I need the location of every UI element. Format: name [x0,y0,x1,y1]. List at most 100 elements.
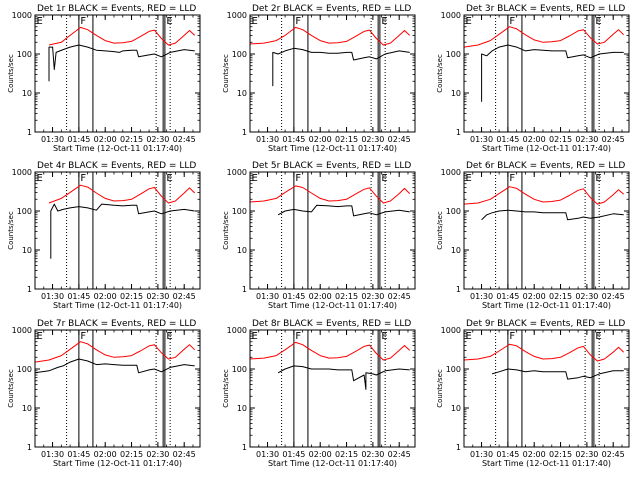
x-tick-label: 02:15 [120,135,143,144]
x-axis-label: Start Time (12-Oct-11 01:17:40) [268,459,397,468]
events-series-line [34,358,195,374]
x-tick-label: 01:45 [67,450,90,459]
event-marker-label: E [466,173,472,184]
x-tick-label: 02:00 [94,292,117,301]
panel-title: Det 9r BLACK = Events, RED = LLD [466,319,625,329]
y-tick-label: 1000 [441,11,461,20]
x-axis-label: Start Time (12-Oct-11 01:17:40) [53,144,182,153]
event-marker-label: E [381,331,387,342]
x-tick-label: 02:45 [602,135,625,144]
events-series-line [481,209,624,221]
x-tick-label: 01:30 [470,292,493,301]
y-axis-label: Counts/sec [436,54,444,93]
x-tick-label: 02:00 [523,450,546,459]
plot-frame [34,14,201,133]
event-marker-label: E [595,331,601,342]
event-marker-label: E [166,331,172,342]
y-tick-label: 1 [242,128,247,137]
y-tick-label: 1 [27,128,32,137]
event-marker-label: E [37,16,43,27]
y-tick-label: 1000 [227,326,247,335]
x-tick-label: 02:15 [120,450,143,459]
x-tick-label: 02:45 [388,135,411,144]
x-tick-label: 02:45 [173,450,196,459]
x-tick-label: 02:00 [523,292,546,301]
x-tick-label: 02:30 [575,292,598,301]
x-tick-label: 02:15 [549,135,572,144]
y-tick-label: 1 [242,443,247,452]
panel-title: Det 3r BLACK = Events, RED = LLD [466,4,625,14]
y-tick-label: 10 [237,246,247,255]
y-tick-label: 1000 [441,326,461,335]
x-tick-label: 01:30 [256,135,279,144]
plot-frame [463,14,630,133]
y-tick-label: 1 [242,285,247,294]
detector-panel: Det 8r BLACK = Events, RED = LLD Counts/s… [222,319,416,468]
panel-title: Det 6r BLACK = Events, RED = LLD [466,161,625,171]
x-axis-label: Start Time (12-Oct-11 01:17:40) [53,459,182,468]
detector-panel: Det 2r BLACK = Events, RED = LLD Counts/s… [222,4,416,153]
y-tick-label: 1000 [12,168,32,177]
detector-panel: Det 5r BLACK = Events, RED = LLD Counts/s… [222,161,416,310]
y-tick-label: 100 [232,207,247,216]
y-tick-label: 10 [451,404,461,413]
lld-series-line [249,26,411,46]
events-series-line [48,44,195,82]
x-tick-label: 01:45 [67,292,90,301]
x-tick-label: 01:45 [496,135,519,144]
y-tick-label: 10 [237,89,247,98]
x-tick-label: 01:45 [282,135,305,144]
y-tick-label: 1 [456,285,461,294]
x-tick-label: 02:30 [575,450,598,459]
panel-title: Det 8r BLACK = Events, RED = LLD [252,319,411,329]
x-tick-label: 02:30 [146,450,169,459]
events-series-line [277,204,410,217]
y-axis-label: Counts/sec [7,211,15,250]
y-axis-label: Counts/sec [222,54,230,93]
x-tick-label: 01:30 [470,450,493,459]
lld-series-line [463,186,625,205]
panel-title: Det 5r BLACK = Events, RED = LLD [252,161,411,171]
y-axis-label: Counts/sec [222,369,230,408]
event-marker-label: E [381,173,387,184]
detector-panel: Det 7r BLACK = Events, RED = LLD Counts/s… [7,319,201,468]
y-tick-label: 1 [27,443,32,452]
x-tick-label: 02:15 [335,450,358,459]
event-marker-label: F [509,16,515,27]
x-tick-label: 02:00 [94,450,117,459]
x-tick-label: 01:45 [67,135,90,144]
event-marker-label: E [252,173,258,184]
lld-series-line [249,341,411,361]
x-tick-label: 02:30 [146,292,169,301]
y-tick-label: 1000 [227,168,247,177]
y-tick-label: 10 [237,404,247,413]
x-tick-label: 01:30 [41,292,64,301]
event-marker-label: F [295,16,301,27]
plot-frame [34,329,201,448]
plot-frame [249,14,416,133]
y-axis-label: Counts/sec [436,211,444,250]
y-tick-label: 100 [446,207,461,216]
x-tick-label: 02:45 [173,292,196,301]
plot-frame [249,171,416,290]
x-tick-label: 02:00 [309,450,332,459]
lld-series-line [463,343,625,362]
event-marker-label: F [80,16,86,27]
detector-panel: Det 1r BLACK = Events, RED = LLD Counts/s… [7,4,201,153]
x-tick-label: 02:15 [120,292,143,301]
detector-panel: Det 3r BLACK = Events, RED = LLD Counts/s… [436,4,630,153]
lld-series-line [48,184,196,204]
x-tick-label: 01:30 [256,450,279,459]
event-marker-label: E [381,16,387,27]
detector-panel: Det 9r BLACK = Events, RED = LLD Counts/s… [436,319,630,468]
x-axis-label: Start Time (12-Oct-11 01:17:40) [268,144,397,153]
x-tick-label: 02:15 [549,292,572,301]
x-tick-label: 02:00 [309,135,332,144]
x-tick-label: 01:45 [282,292,305,301]
event-marker-label: F [80,331,86,342]
event-marker-label: E [37,173,43,184]
x-tick-label: 02:15 [549,450,572,459]
x-tick-label: 02:45 [602,450,625,459]
panel-title: Det 2r BLACK = Events, RED = LLD [252,4,411,14]
y-tick-label: 1 [27,285,32,294]
